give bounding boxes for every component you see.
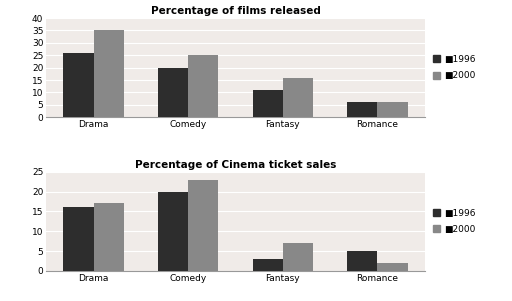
Bar [188, 55, 219, 117]
Legend: ■1996, ■2000: ■1996, ■2000 [433, 55, 476, 80]
Bar [252, 90, 283, 117]
Bar [377, 102, 408, 117]
Bar [158, 191, 188, 271]
Title: Percentage of Cinema ticket sales: Percentage of Cinema ticket sales [135, 160, 336, 169]
Bar [188, 180, 219, 271]
Bar [283, 78, 313, 117]
Bar [283, 243, 313, 271]
Bar [347, 251, 377, 271]
Bar [94, 30, 124, 117]
Bar [252, 259, 283, 271]
Bar [158, 68, 188, 117]
Title: Percentage of films released: Percentage of films released [151, 6, 321, 16]
Bar [63, 53, 94, 117]
Bar [94, 203, 124, 271]
Bar [377, 263, 408, 271]
Bar [63, 207, 94, 271]
Bar [347, 102, 377, 117]
Legend: ■1996, ■2000: ■1996, ■2000 [433, 209, 476, 234]
